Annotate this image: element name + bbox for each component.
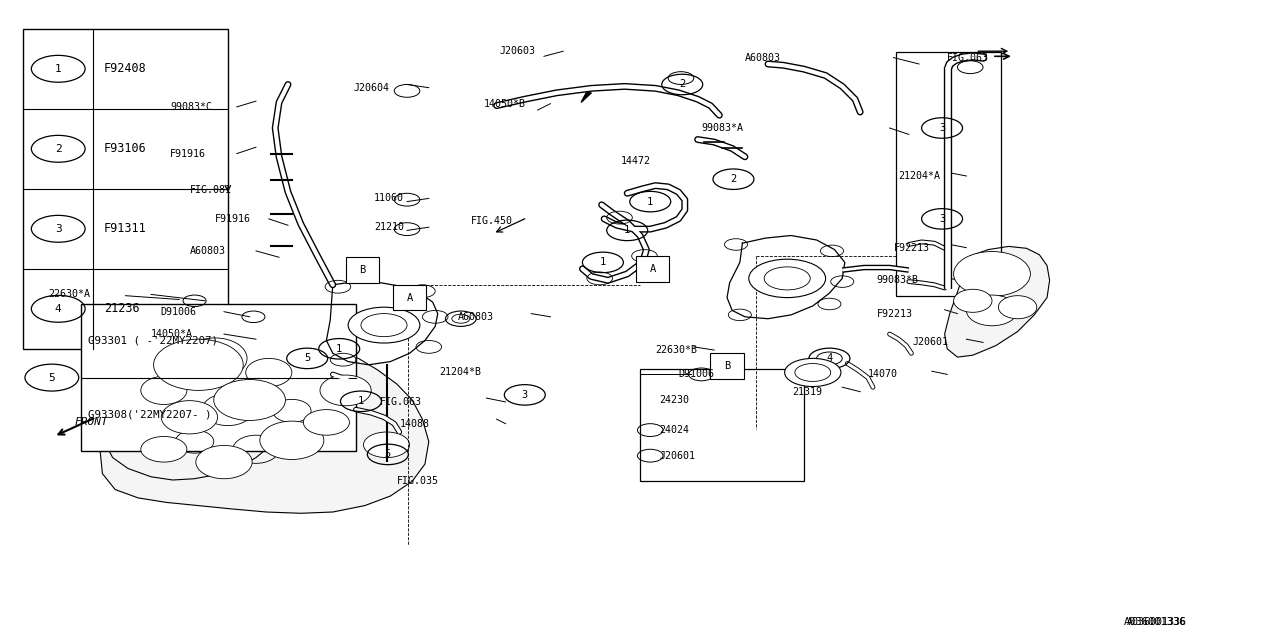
Text: J20601: J20601 bbox=[913, 337, 948, 348]
Text: 4: 4 bbox=[55, 304, 61, 314]
Text: FIG.081: FIG.081 bbox=[189, 185, 232, 195]
Text: 2: 2 bbox=[55, 144, 61, 154]
Text: 2: 2 bbox=[731, 174, 736, 184]
Text: 3: 3 bbox=[55, 224, 61, 234]
Text: B: B bbox=[724, 361, 730, 371]
Text: A: A bbox=[650, 264, 655, 274]
Ellipse shape bbox=[966, 295, 1018, 326]
Bar bbox=[81, 304, 356, 451]
Ellipse shape bbox=[320, 375, 371, 406]
Text: FRONT: FRONT bbox=[74, 417, 108, 428]
Text: FIG.063: FIG.063 bbox=[380, 397, 422, 407]
Text: F91916: F91916 bbox=[170, 148, 206, 159]
Text: 5: 5 bbox=[385, 449, 390, 460]
Text: J20604: J20604 bbox=[353, 83, 389, 93]
Ellipse shape bbox=[214, 380, 285, 420]
Text: D91006: D91006 bbox=[160, 307, 196, 317]
Text: J20601: J20601 bbox=[659, 451, 695, 461]
Ellipse shape bbox=[196, 445, 252, 479]
Polygon shape bbox=[100, 320, 429, 513]
Text: A036001336: A036001336 bbox=[1124, 617, 1187, 627]
Ellipse shape bbox=[954, 252, 1030, 296]
Text: J20603: J20603 bbox=[499, 46, 535, 56]
Circle shape bbox=[348, 307, 420, 343]
Text: FIG.063: FIG.063 bbox=[947, 52, 989, 63]
Ellipse shape bbox=[260, 421, 324, 460]
Text: G93301 ( -'22MY2207): G93301 ( -'22MY2207) bbox=[88, 336, 219, 346]
Text: F91311: F91311 bbox=[104, 222, 146, 236]
Text: 3: 3 bbox=[940, 123, 945, 133]
Text: 1: 1 bbox=[358, 396, 364, 406]
Text: FIG.035: FIG.035 bbox=[397, 476, 439, 486]
Bar bbox=[636, 256, 669, 282]
Text: 99083*C: 99083*C bbox=[170, 102, 212, 112]
Text: F92213: F92213 bbox=[893, 243, 929, 253]
Polygon shape bbox=[945, 246, 1050, 357]
Ellipse shape bbox=[141, 436, 187, 462]
Text: 21236: 21236 bbox=[104, 302, 140, 316]
Ellipse shape bbox=[998, 296, 1037, 319]
Circle shape bbox=[749, 259, 826, 298]
Text: 3: 3 bbox=[522, 390, 527, 400]
Text: 99083*A: 99083*A bbox=[701, 123, 744, 133]
Text: 21204*B: 21204*B bbox=[439, 367, 481, 378]
Text: 1: 1 bbox=[625, 225, 630, 236]
Bar bbox=[393, 285, 426, 310]
Text: 1: 1 bbox=[337, 344, 342, 354]
Text: 4: 4 bbox=[827, 353, 832, 364]
Text: 1: 1 bbox=[648, 196, 653, 207]
Polygon shape bbox=[727, 236, 845, 319]
Ellipse shape bbox=[954, 289, 992, 312]
Bar bbox=[640, 369, 804, 481]
Bar bbox=[23, 29, 228, 349]
Text: 22630*A: 22630*A bbox=[49, 289, 91, 300]
Text: A60803: A60803 bbox=[458, 312, 494, 322]
Text: B: B bbox=[360, 265, 365, 275]
Ellipse shape bbox=[154, 339, 243, 390]
Text: 1: 1 bbox=[600, 257, 605, 268]
Text: 14088: 14088 bbox=[399, 419, 429, 429]
Text: 14070: 14070 bbox=[868, 369, 897, 380]
Text: D91006: D91006 bbox=[678, 369, 714, 380]
Ellipse shape bbox=[161, 401, 218, 434]
Polygon shape bbox=[581, 93, 591, 102]
Text: FIG.450: FIG.450 bbox=[471, 216, 513, 226]
Text: A: A bbox=[407, 292, 412, 303]
Text: F93106: F93106 bbox=[104, 142, 146, 156]
Bar bbox=[346, 257, 379, 283]
Bar bbox=[896, 52, 1001, 296]
Ellipse shape bbox=[303, 410, 349, 435]
Text: 22630*B: 22630*B bbox=[655, 345, 698, 355]
Text: 24230: 24230 bbox=[659, 395, 689, 405]
Text: F91916: F91916 bbox=[215, 214, 251, 224]
Text: 5: 5 bbox=[49, 372, 55, 383]
Text: 21210: 21210 bbox=[374, 222, 403, 232]
Bar bbox=[710, 353, 744, 379]
Text: 3: 3 bbox=[940, 214, 945, 224]
Text: F92213: F92213 bbox=[877, 308, 913, 319]
Ellipse shape bbox=[364, 432, 410, 458]
Text: 1: 1 bbox=[55, 64, 61, 74]
Text: A60803: A60803 bbox=[745, 52, 781, 63]
Text: 14050*B: 14050*B bbox=[484, 99, 526, 109]
Polygon shape bbox=[326, 282, 438, 365]
Text: 14050*A: 14050*A bbox=[151, 329, 193, 339]
Text: 14472: 14472 bbox=[621, 156, 650, 166]
Text: 24024: 24024 bbox=[659, 425, 689, 435]
Text: F92408: F92408 bbox=[104, 62, 146, 76]
Text: 21319: 21319 bbox=[792, 387, 822, 397]
Text: G93308('22MY2207- ): G93308('22MY2207- ) bbox=[88, 410, 211, 419]
Text: A036001336: A036001336 bbox=[1126, 617, 1187, 627]
Text: 21204*A: 21204*A bbox=[899, 171, 941, 181]
Circle shape bbox=[785, 358, 841, 387]
Text: 2: 2 bbox=[680, 79, 685, 90]
Text: 99083*B: 99083*B bbox=[877, 275, 919, 285]
Text: 11060: 11060 bbox=[374, 193, 403, 204]
Text: A60803: A60803 bbox=[189, 246, 225, 256]
Polygon shape bbox=[102, 308, 333, 480]
Text: 5: 5 bbox=[305, 353, 310, 364]
